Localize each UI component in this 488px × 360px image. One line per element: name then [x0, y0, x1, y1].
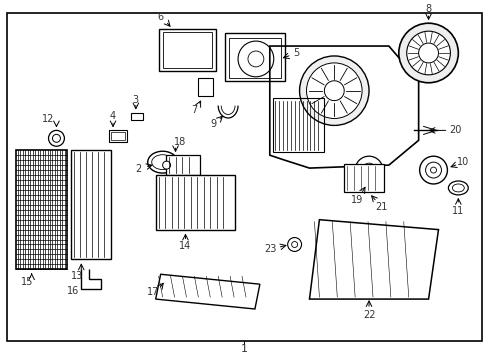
Circle shape: [48, 130, 64, 146]
Bar: [158, 29, 216, 71]
Bar: [229, 38, 280, 78]
Circle shape: [238, 41, 273, 77]
Text: 2: 2: [135, 164, 142, 174]
Circle shape: [52, 134, 61, 142]
Circle shape: [299, 56, 368, 125]
Bar: [71, 150, 111, 260]
Text: 11: 11: [451, 206, 464, 216]
Text: 16: 16: [67, 286, 79, 296]
Bar: [111, 132, 124, 140]
Text: 3: 3: [133, 95, 139, 105]
Text: 5: 5: [293, 48, 299, 58]
Text: 9: 9: [210, 120, 216, 130]
Bar: [224, 33, 284, 81]
Circle shape: [163, 161, 170, 169]
Circle shape: [247, 51, 264, 67]
Text: 10: 10: [456, 157, 468, 167]
Circle shape: [287, 238, 301, 251]
Text: 4: 4: [110, 112, 116, 121]
Text: 7: 7: [191, 104, 197, 114]
Text: 1: 1: [240, 344, 247, 354]
Bar: [155, 175, 235, 230]
Circle shape: [324, 81, 344, 100]
Circle shape: [398, 23, 457, 83]
Bar: [16, 150, 67, 269]
Bar: [109, 130, 127, 142]
Circle shape: [429, 167, 436, 173]
Ellipse shape: [151, 155, 173, 170]
Text: 19: 19: [350, 195, 363, 205]
Circle shape: [354, 156, 382, 184]
Text: 14: 14: [179, 242, 191, 252]
Text: 15: 15: [20, 277, 33, 287]
Circle shape: [418, 43, 438, 63]
Circle shape: [406, 31, 449, 75]
Circle shape: [361, 163, 375, 177]
Bar: [344, 164, 383, 192]
Text: 17: 17: [146, 287, 159, 297]
Text: 20: 20: [448, 125, 461, 135]
Bar: [198, 78, 213, 96]
Text: 12: 12: [42, 114, 55, 125]
Circle shape: [306, 63, 361, 118]
Text: 8: 8: [425, 4, 431, 14]
Ellipse shape: [147, 151, 177, 173]
Bar: [163, 32, 212, 68]
Text: 6: 6: [157, 12, 163, 22]
Text: 22: 22: [362, 310, 374, 320]
Circle shape: [419, 156, 447, 184]
Bar: [272, 98, 324, 152]
Text: 13: 13: [71, 271, 83, 281]
Text: 18: 18: [174, 137, 186, 147]
Circle shape: [291, 242, 297, 247]
Bar: [131, 113, 142, 121]
Bar: [165, 155, 200, 175]
Ellipse shape: [451, 184, 463, 192]
Text: 21: 21: [374, 202, 386, 212]
Circle shape: [425, 162, 441, 178]
Ellipse shape: [447, 181, 468, 195]
Text: 23: 23: [264, 244, 276, 255]
